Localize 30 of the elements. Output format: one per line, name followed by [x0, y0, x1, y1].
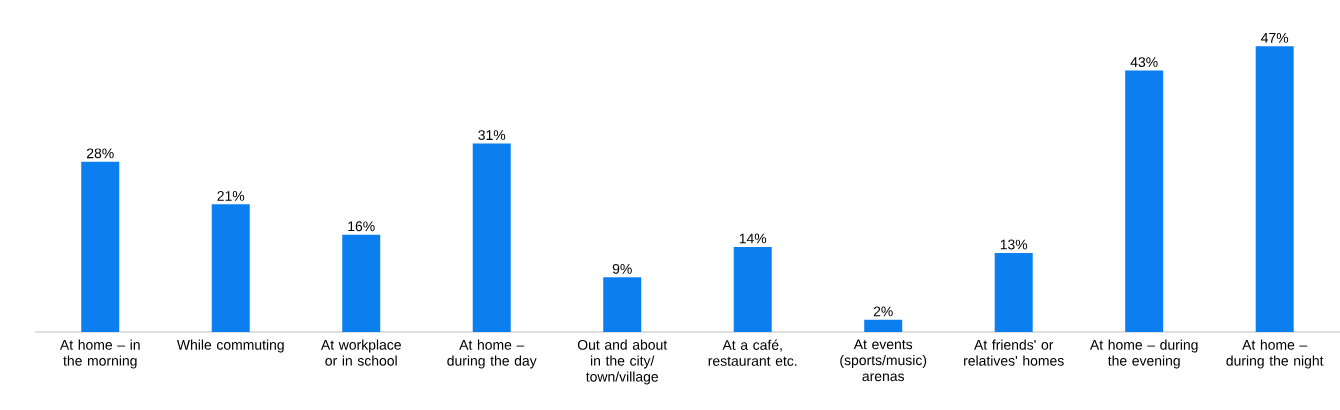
bar: [211, 204, 250, 332]
data-label: 47%: [1261, 32, 1289, 43]
data-label: 14%: [739, 233, 767, 244]
bar: [1255, 46, 1294, 332]
data-label: 31%: [478, 130, 506, 141]
x-tick-label: At a café, restaurant etc.: [708, 339, 797, 366]
bar: [733, 246, 772, 332]
x-tick-label: Out and about in the city/ town/village: [577, 339, 668, 385]
x-tick-label: At events (sports/music) arenas: [840, 339, 927, 382]
x-tick-label: At home – during the day: [447, 339, 537, 369]
bar: [864, 319, 903, 332]
x-tick-label: While commuting: [176, 339, 284, 353]
data-label: 13%: [1000, 239, 1028, 250]
data-label: 16%: [348, 221, 375, 232]
data-label: 43%: [1130, 57, 1158, 68]
x-tick-label: At home – in the morning: [59, 339, 140, 369]
bar: [1125, 70, 1164, 332]
x-tick-label: At home – during the night: [1226, 339, 1324, 369]
bar: [342, 234, 381, 332]
x-tick-label: At workplace or in school: [320, 339, 401, 366]
data-label: 9%: [612, 263, 632, 274]
bar: [603, 277, 642, 332]
data-label: 28%: [86, 148, 114, 159]
data-label: 2%: [873, 306, 893, 317]
bar: [472, 143, 511, 332]
bar: [81, 161, 120, 332]
x-tick-label: At home – during the evening: [1089, 339, 1198, 369]
data-label: 21%: [217, 190, 245, 201]
bar: [994, 252, 1033, 332]
x-tick-label: At friends' or relatives' homes: [964, 339, 1064, 366]
